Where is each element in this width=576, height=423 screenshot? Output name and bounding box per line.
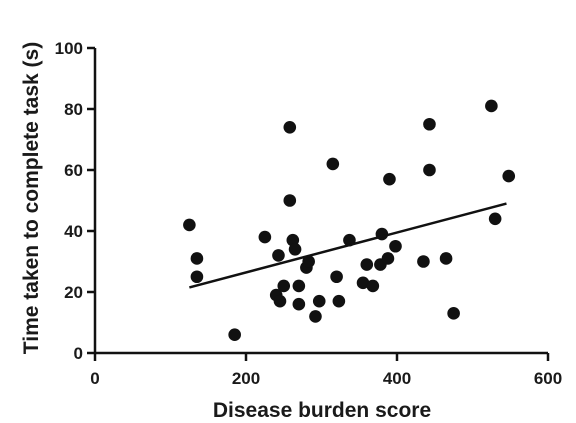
y-axis-title: Time taken to complete task (s) [20,42,43,354]
data-point [326,157,340,171]
trendline-group [189,202,507,289]
trendline [189,202,507,289]
x-tick-label: 0 [90,369,99,388]
data-point [190,270,204,284]
data-point [272,249,285,262]
data-point [302,255,315,268]
data-point [439,252,453,265]
y-tick-label: 20 [64,283,83,302]
data-point [273,294,287,308]
data-point [356,276,370,290]
data-point [183,218,196,232]
data-point [360,258,374,271]
data-point [423,163,436,177]
x-tick-label: 400 [383,369,411,388]
y-tick-label: 100 [55,39,83,58]
data-point [292,297,306,311]
data-point [389,239,402,253]
data-point [417,255,430,268]
x-tick-label: 600 [534,369,562,388]
data-point [332,294,346,308]
data-point [288,243,302,256]
data-point [283,121,297,134]
data-point [330,270,343,284]
data-point [366,279,380,293]
axes: 0 20 40 60 80 100 0 200 400 600 [55,39,563,388]
y-tick-label: 0 [74,344,83,363]
y-tick-label: 80 [64,100,83,119]
data-point [383,172,396,186]
y-tick-label: 60 [64,161,83,180]
data-points [183,99,516,342]
data-point [485,99,498,113]
data-point [423,117,436,131]
data-point [258,230,272,244]
data-point [283,194,297,207]
data-point [292,279,306,293]
data-point [228,328,241,342]
x-tick-label: 200 [232,369,260,388]
data-point [309,310,322,323]
data-point [447,307,460,320]
data-point [488,212,502,226]
data-point [277,279,291,293]
data-point [502,169,516,183]
data-point [381,252,395,265]
data-point [312,294,326,308]
y-tick-label: 40 [64,222,83,241]
x-axis-title: Disease burden score [213,399,431,422]
data-point [190,252,204,265]
